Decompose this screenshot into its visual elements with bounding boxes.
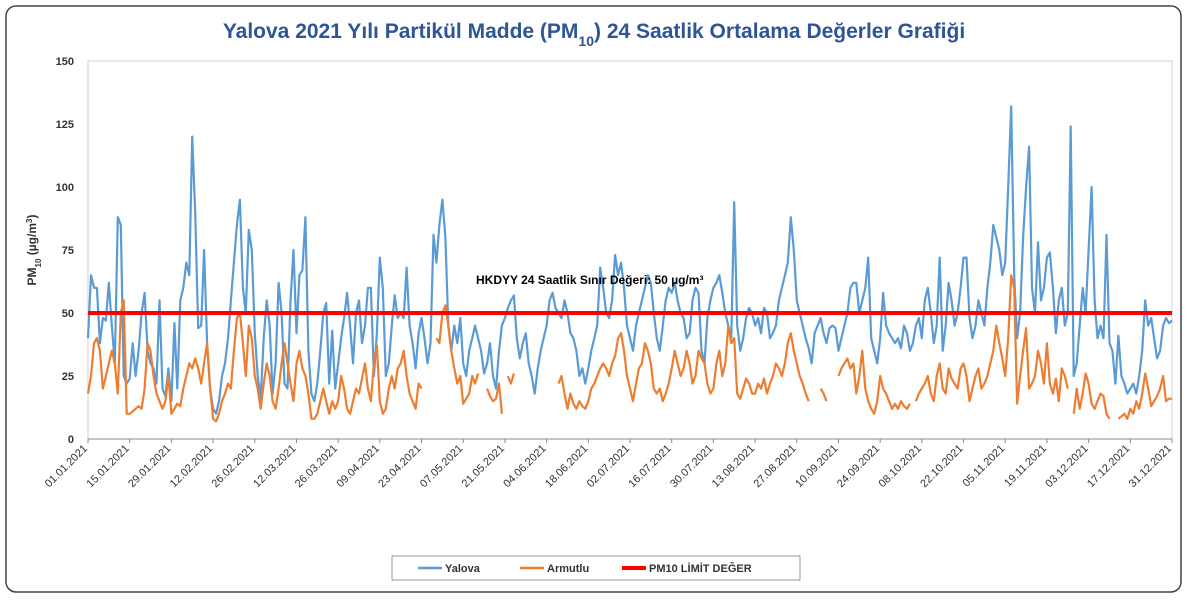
- y-tick-label: 50: [62, 308, 74, 320]
- chart-title: Yalova 2021 Yılı Partikül Madde (PM10) 2…: [223, 20, 965, 49]
- title-part: 10: [578, 33, 594, 49]
- legend-label: Yalova: [445, 563, 481, 575]
- y-label-part: ): [25, 215, 39, 219]
- y-axis-label: PM10 (µg/m3): [25, 215, 43, 286]
- legend-box: [391, 555, 801, 581]
- series-line: [435, 304, 480, 405]
- y-tick-label: 125: [56, 119, 74, 131]
- series-line: [819, 388, 828, 402]
- y-tick-label: 0: [68, 434, 74, 446]
- series-line: [486, 382, 503, 414]
- y-label-part: PM: [25, 267, 39, 285]
- limit-label: HKDYY 24 Saatlik Sınır Değeri: 50 µg/m³: [476, 273, 703, 287]
- y-tick-label: 75: [62, 245, 74, 257]
- legend-label: PM10 LİMİT DEĞER: [649, 562, 752, 575]
- series-line: [1072, 372, 1111, 420]
- series-line: [1117, 372, 1172, 420]
- y-tick-label: 150: [56, 56, 74, 68]
- y-tick-label: 100: [56, 182, 74, 194]
- series-line: [86, 105, 1173, 415]
- chart-frame: [5, 5, 1182, 593]
- series-line: [506, 373, 515, 385]
- title-part: Yalova 2021 Yılı Partikül Madde (PM: [223, 20, 579, 43]
- series-line: [557, 324, 810, 410]
- legend-label: Armutlu: [547, 563, 589, 575]
- y-tick-label: 25: [62, 371, 74, 383]
- series-line: [837, 349, 911, 415]
- series-line: [86, 299, 423, 423]
- title-part: ) 24 Saatlik Ortalama Değerler Grafiği: [594, 20, 965, 43]
- y-label-part: (µg/m: [25, 223, 39, 259]
- series-line: [914, 274, 1069, 405]
- y-label-part: 3: [25, 218, 34, 223]
- y-label-part: 10: [34, 258, 43, 267]
